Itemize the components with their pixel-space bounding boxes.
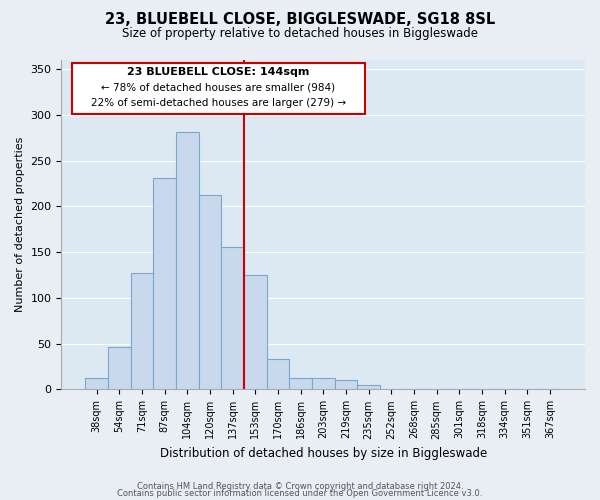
Bar	[289, 378, 312, 390]
Bar	[153, 178, 176, 390]
Text: Size of property relative to detached houses in Biggleswade: Size of property relative to detached ho…	[122, 28, 478, 40]
Text: ← 78% of detached houses are smaller (984): ← 78% of detached houses are smaller (98…	[101, 82, 335, 92]
Text: Contains HM Land Registry data © Crown copyright and database right 2024.: Contains HM Land Registry data © Crown c…	[137, 482, 463, 491]
Bar	[244, 275, 266, 390]
Text: 23, BLUEBELL CLOSE, BIGGLESWADE, SG18 8SL: 23, BLUEBELL CLOSE, BIGGLESWADE, SG18 8S…	[105, 12, 495, 28]
X-axis label: Distribution of detached houses by size in Biggleswade: Distribution of detached houses by size …	[160, 447, 487, 460]
Bar	[335, 380, 357, 390]
Bar	[131, 273, 153, 390]
Y-axis label: Number of detached properties: Number of detached properties	[15, 137, 25, 312]
Text: 23 BLUEBELL CLOSE: 144sqm: 23 BLUEBELL CLOSE: 144sqm	[127, 66, 310, 76]
Bar	[199, 194, 221, 390]
Text: 22% of semi-detached houses are larger (279) →: 22% of semi-detached houses are larger (…	[91, 98, 346, 108]
Bar	[266, 359, 289, 390]
FancyBboxPatch shape	[72, 64, 365, 114]
Bar	[357, 385, 380, 390]
Bar	[221, 246, 244, 390]
Bar	[176, 132, 199, 390]
Text: Contains public sector information licensed under the Open Government Licence v3: Contains public sector information licen…	[118, 490, 482, 498]
Bar	[85, 378, 108, 390]
Bar	[312, 378, 335, 390]
Bar	[108, 348, 131, 390]
